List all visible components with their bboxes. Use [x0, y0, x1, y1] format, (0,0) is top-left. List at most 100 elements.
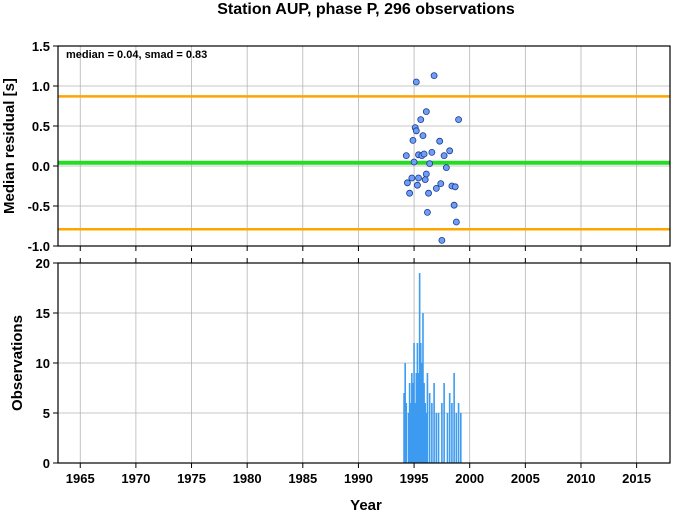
residual-point: [415, 174, 422, 182]
x-tick-label: 1970: [121, 471, 150, 486]
observation-bar: [455, 413, 458, 463]
y-tick-label: 1.0: [32, 79, 50, 94]
observation-bar: [425, 413, 428, 463]
observation-bar: [417, 373, 420, 463]
residual-point: [442, 164, 450, 172]
residual-point: [417, 116, 425, 123]
observations-bars: [403, 273, 462, 463]
observation-bar: [457, 403, 460, 463]
y-tick-label: 10: [36, 356, 50, 371]
residual-point: [426, 160, 434, 168]
stats-annotation: median = 0.04, smad = 0.83: [66, 49, 207, 61]
residual-panel-background: [58, 46, 670, 246]
observation-bar: [435, 413, 438, 463]
observations-y-axis-title: Observations: [9, 315, 26, 411]
residual-point: [422, 108, 430, 115]
x-tick-label: 1990: [344, 471, 373, 486]
observation-bar: [407, 413, 410, 463]
observations-x-ticks: 1965 1970 1975 1980 1985 1990 1995 2000 2005 2010…: [66, 463, 651, 486]
observation-bar: [416, 343, 419, 463]
residual-reference-lines: [58, 95, 670, 231]
residual-point: [451, 183, 459, 191]
x-tick-label: 2000: [455, 471, 484, 486]
observation-bar: [414, 403, 416, 463]
chart-title: Station AUP, phase P, 296 observations: [217, 1, 515, 18]
x-tick-label: 1980: [233, 471, 262, 486]
residual-point: [408, 174, 416, 182]
residual-point: [412, 127, 420, 135]
residual-points: [402, 72, 462, 244]
residual-point: [402, 152, 410, 160]
residual-point: [403, 179, 411, 187]
observation-bar: [443, 383, 445, 463]
x-tick-label: 2010: [567, 471, 596, 486]
residual-point: [422, 170, 430, 178]
x-tick-label: 1965: [66, 471, 95, 486]
observation-bar: [431, 403, 433, 463]
y-tick-label: 20: [36, 256, 50, 271]
residual-panel: -1.0 -0.5 0.0 0.5 1.0 1.5 median = 0.04, smad…: [1, 39, 671, 263]
observation-bar: [405, 403, 408, 463]
residual-point: [438, 236, 446, 244]
residual-point: [450, 201, 458, 209]
observation-bar: [446, 413, 449, 463]
observation-bar: [419, 343, 422, 463]
observation-bar: [415, 373, 418, 463]
y-tick-label: -1.0: [28, 239, 50, 254]
y-tick-label: 0: [43, 456, 50, 471]
observation-bar: [453, 373, 455, 463]
residual-point: [406, 189, 414, 197]
residual-point: [420, 150, 428, 158]
x-tick-label: 1995: [400, 471, 429, 486]
observation-bar: [408, 383, 411, 463]
observation-bar: [409, 403, 412, 463]
observation-bar: [403, 393, 405, 463]
observation-bar: [428, 393, 431, 463]
x-tick-label: 2005: [511, 471, 540, 486]
x-tick-label: 2015: [622, 471, 651, 486]
residual-point: [430, 72, 438, 79]
residual-point: [425, 189, 432, 197]
x-tick-label: 1985: [288, 471, 317, 486]
observation-bar: [424, 403, 426, 463]
y-tick-label: -0.5: [28, 199, 50, 214]
residual-panel-frame: [57, 45, 671, 247]
residual-point: [410, 158, 418, 166]
observation-bar: [404, 363, 406, 463]
x-axis-title: Year: [350, 497, 382, 511]
residual-point: [414, 181, 421, 189]
y-tick-label: 0.0: [32, 159, 50, 174]
residual-point: [437, 180, 445, 188]
residual-point: [436, 137, 444, 145]
residual-y-axis-title: Median residual [s]: [1, 78, 18, 214]
observation-bar: [426, 373, 429, 463]
y-tick-label: 0.5: [32, 119, 50, 134]
residual-point: [409, 136, 417, 144]
residual-point: [446, 147, 454, 155]
residual-point: [412, 78, 420, 86]
observation-bar: [423, 383, 425, 463]
observation-bar: [448, 393, 451, 463]
observation-bar: [433, 383, 435, 463]
observation-bar: [441, 403, 443, 463]
observation-bar: [412, 383, 414, 463]
residual-point: [428, 148, 436, 156]
observations-panel: 0 5 10 15 20 1965 1970 1975 1980 1985 1990 1995 200…: [9, 256, 671, 511]
x-tick-label: 1975: [177, 471, 206, 486]
residual-y-ticks: -1.0 -0.5 0.0 0.5 1.0 1.5: [28, 39, 58, 254]
residual-x-ticks: [79, 246, 638, 263]
residual-point: [419, 132, 427, 140]
residual-point: [452, 218, 460, 226]
residual-point: [440, 152, 448, 160]
residual-point: [421, 176, 429, 184]
residual-point: [424, 208, 431, 216]
y-tick-label: 5: [43, 406, 50, 421]
y-tick-label: 15: [36, 306, 50, 321]
y-tick-label: 1.5: [32, 39, 50, 54]
residual-point: [455, 116, 462, 123]
observation-bar: [421, 363, 423, 463]
observation-bar: [422, 313, 424, 463]
observation-bar: [460, 413, 462, 463]
observation-bar: [411, 373, 413, 463]
